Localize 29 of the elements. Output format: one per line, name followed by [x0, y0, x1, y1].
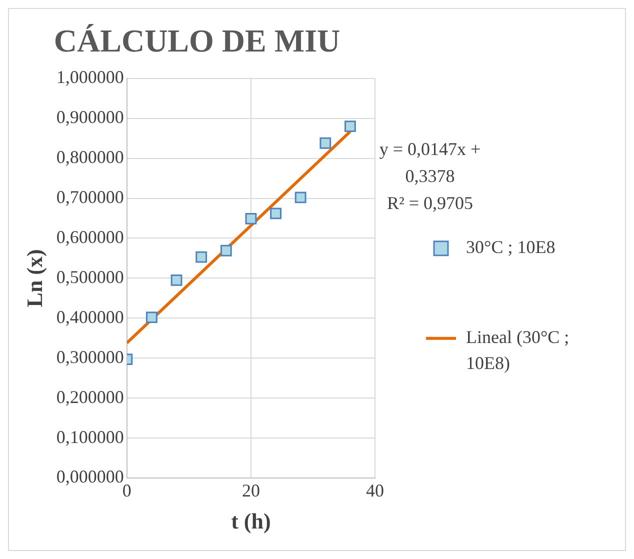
- x-axis-title: t (h): [231, 508, 271, 534]
- y-tick-label: 0,300000: [56, 346, 124, 367]
- point: [294, 192, 306, 204]
- legend-label: 30°C ; 10E8: [466, 237, 556, 258]
- point: [270, 208, 282, 220]
- y-tick-label: 0,900000: [56, 107, 124, 128]
- point: [196, 251, 208, 263]
- legend-label: Lineal (30°C ; 10E8): [466, 327, 570, 374]
- point: [170, 274, 182, 286]
- y-tick-label: 0,700000: [56, 187, 124, 208]
- x-tick-label: 40: [366, 480, 384, 501]
- y-tick-label: 0,500000: [56, 266, 124, 287]
- y-tick-label: 1,000000: [56, 67, 124, 88]
- chart-title: CÁLCULO DE MIU: [54, 22, 340, 58]
- point: [320, 137, 332, 149]
- y-tick-label: 0,400000: [56, 306, 124, 327]
- y-tick-label: 0,000000: [56, 466, 124, 487]
- point: [245, 212, 257, 224]
- point: [220, 244, 232, 256]
- y-axis-title: Ln (x): [22, 249, 47, 308]
- x-tick-label: 20: [242, 480, 260, 501]
- y-tick-label: 0,600000: [56, 226, 124, 247]
- y-tick-label: 0,100000: [56, 426, 124, 447]
- x-tick-label: 0: [122, 480, 132, 501]
- point: [344, 120, 356, 132]
- point: [146, 312, 158, 324]
- text: y = 0,0147x + 0,3378 R² = 0,9705: [379, 139, 481, 214]
- y-tick-label: 0,800000: [56, 147, 124, 168]
- y-tick-label: 0,200000: [56, 386, 124, 407]
